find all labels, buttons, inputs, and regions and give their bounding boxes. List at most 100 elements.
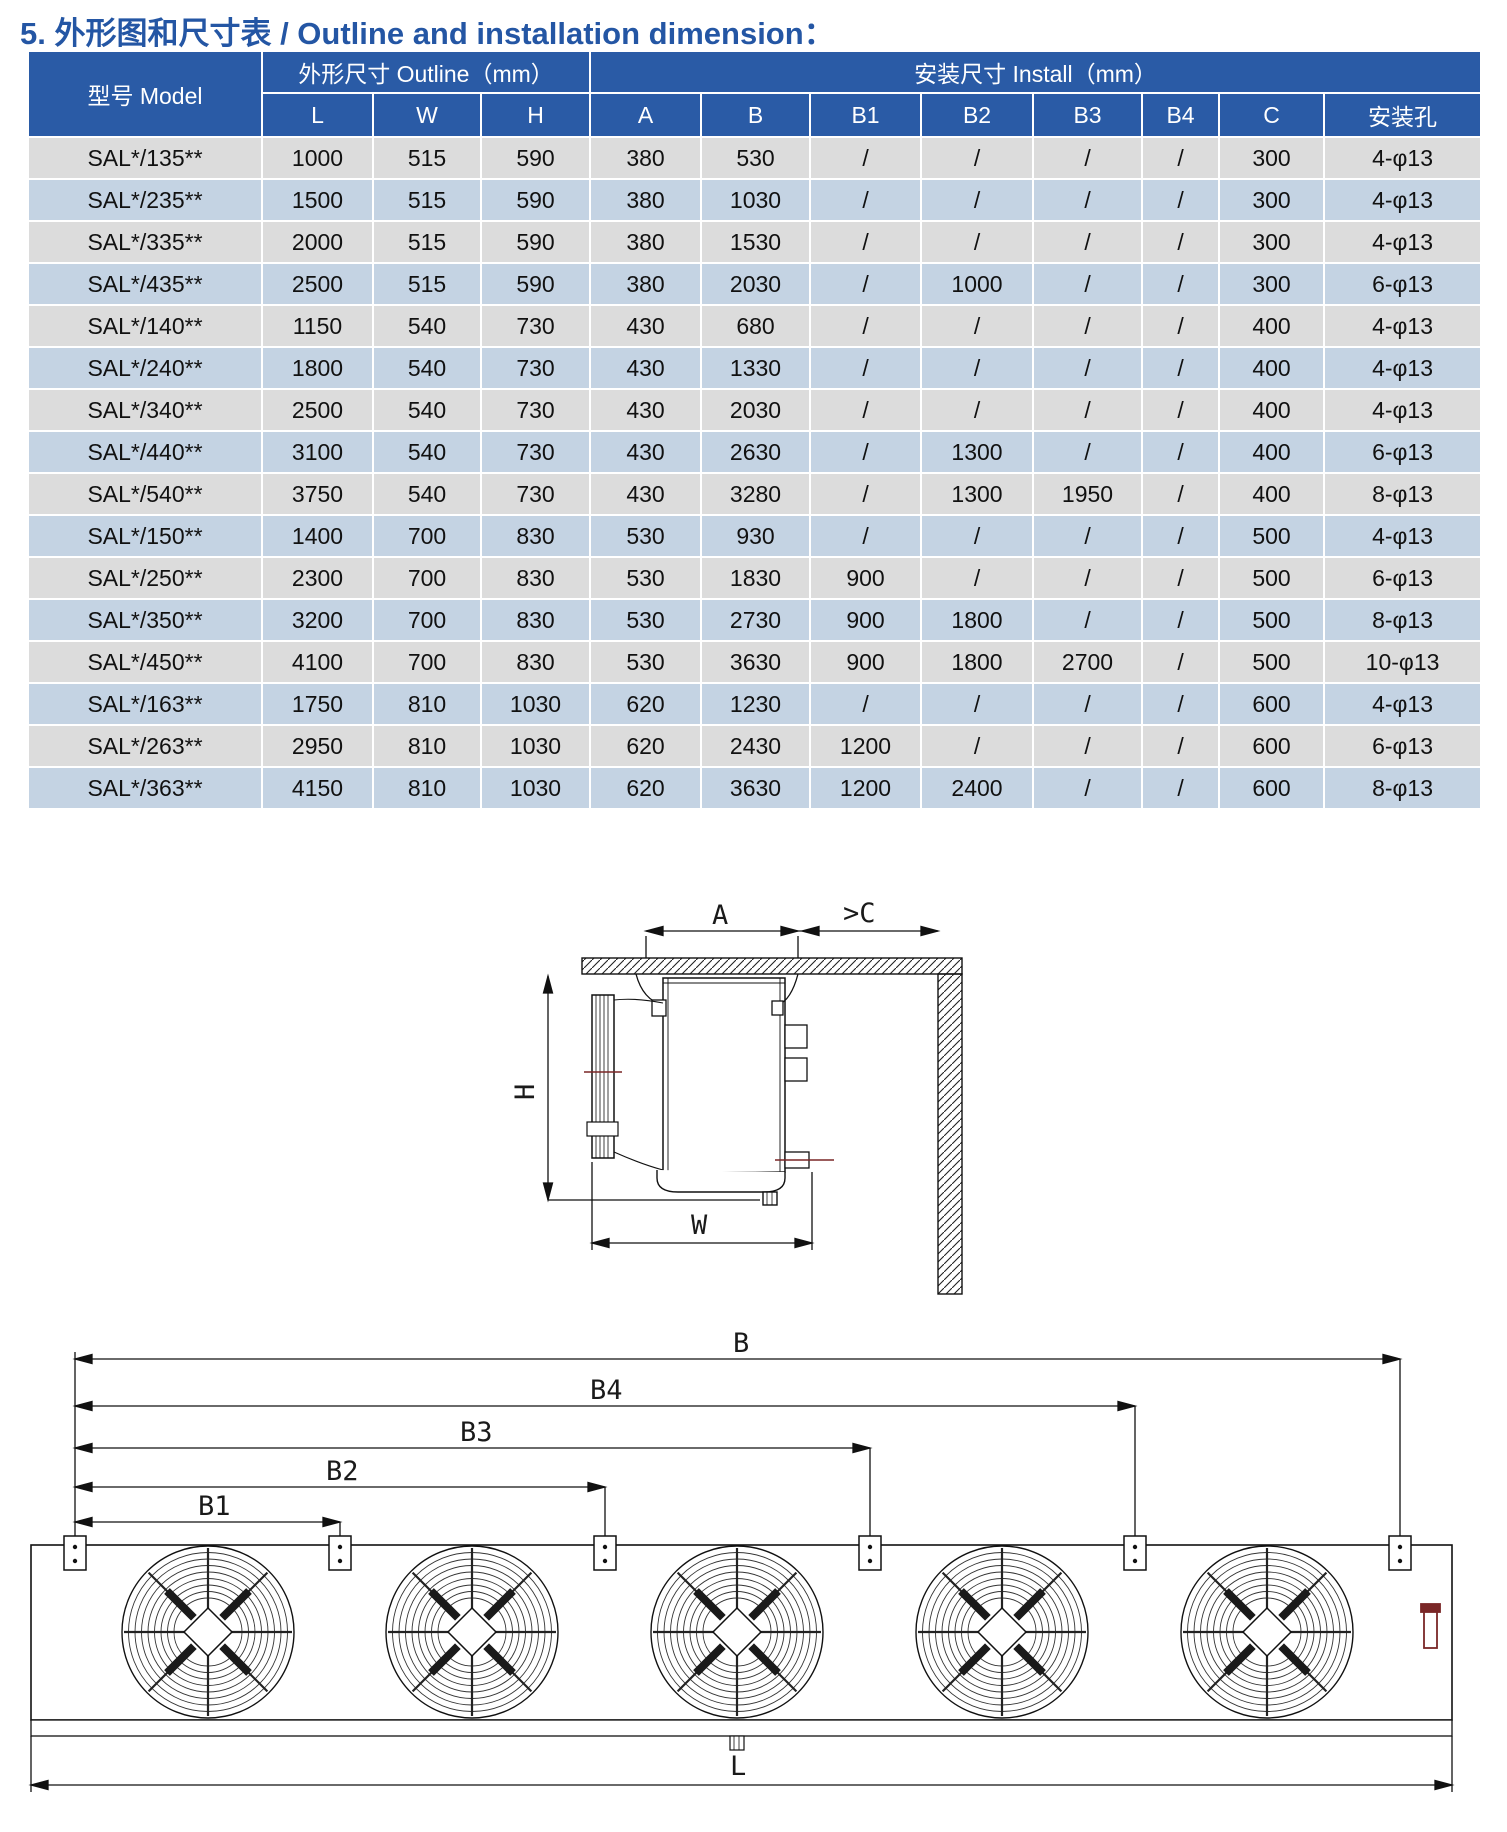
value-cell: 730 bbox=[482, 432, 590, 472]
value-cell: 540 bbox=[374, 306, 480, 346]
table-row: SAL*/250** 2300 700 830 530 1830 900///500 6-φ1… bbox=[29, 558, 1481, 598]
model-cell: SAL*/250** bbox=[29, 558, 261, 598]
model-cell: SAL*/263** bbox=[29, 726, 261, 766]
value-cell: / bbox=[811, 306, 921, 346]
model-cell: SAL*/440** bbox=[29, 432, 261, 472]
col-header-B2: B2 bbox=[922, 94, 1033, 136]
value-cell: 3100 bbox=[263, 432, 372, 472]
value-cell: 4-φ13 bbox=[1325, 516, 1481, 556]
value-cell: 3200 bbox=[263, 600, 372, 640]
value-cell: 830 bbox=[482, 516, 590, 556]
value-cell: 810 bbox=[374, 768, 480, 808]
value-cell: / bbox=[1143, 684, 1219, 724]
value-cell: / bbox=[1034, 432, 1142, 472]
value-cell: / bbox=[1034, 264, 1142, 304]
value-cell: / bbox=[1034, 348, 1142, 388]
value-cell: 2500 bbox=[263, 390, 372, 430]
value-cell: 600 bbox=[1220, 726, 1324, 766]
value-cell: / bbox=[1034, 726, 1142, 766]
value-cell: 1330 bbox=[702, 348, 810, 388]
model-cell: SAL*/163** bbox=[29, 684, 261, 724]
value-cell: 430 bbox=[591, 474, 701, 514]
value-cell: 2300 bbox=[263, 558, 372, 598]
col-header-W: W bbox=[374, 94, 480, 136]
col-header-C: C bbox=[1220, 94, 1324, 136]
evaporator-coil bbox=[586, 994, 664, 1171]
value-cell: / bbox=[922, 558, 1033, 598]
model-cell: SAL*/435** bbox=[29, 264, 261, 304]
fan-icon bbox=[650, 1545, 824, 1719]
value-cell: 1000 bbox=[922, 264, 1033, 304]
value-cell: 730 bbox=[482, 348, 590, 388]
drain-valve-icon bbox=[1420, 1603, 1441, 1649]
table-row: SAL*/540** 3750 540 730 430 3280/1300 1950/400… bbox=[29, 474, 1481, 514]
value-cell: 620 bbox=[591, 768, 701, 808]
value-cell: / bbox=[1034, 390, 1142, 430]
value-cell: 300 bbox=[1220, 138, 1324, 178]
dim-W bbox=[589, 1162, 815, 1250]
value-cell: 530 bbox=[591, 516, 701, 556]
drip-tray bbox=[656, 1170, 786, 1206]
table-row: SAL*/335** 2000 515 590 380 1530// //300 4-φ13 bbox=[29, 222, 1481, 262]
value-cell: 1300 bbox=[922, 432, 1033, 472]
front-view-drawing: B B4 B3 B2 B1 L bbox=[28, 1330, 1455, 1792]
mounting-bracket bbox=[63, 1535, 87, 1571]
value-cell: 1200 bbox=[811, 726, 921, 766]
dimension-table: 型号 Model 外形尺寸 Outline（mm） 安装尺寸 Install（m… bbox=[27, 50, 1482, 810]
value-cell: / bbox=[922, 516, 1033, 556]
value-cell: 4-φ13 bbox=[1325, 306, 1481, 346]
value-cell: 500 bbox=[1220, 642, 1324, 682]
mounting-bracket bbox=[328, 1535, 352, 1571]
hanging-brackets bbox=[635, 973, 799, 1017]
value-cell: 3280 bbox=[702, 474, 810, 514]
table-row: SAL*/240** 1800 540 730 430 1330// //400 4-φ13 bbox=[29, 348, 1481, 388]
value-cell: 515 bbox=[374, 138, 480, 178]
value-cell: 4-φ13 bbox=[1325, 390, 1481, 430]
model-cell: SAL*/340** bbox=[29, 390, 261, 430]
bottom-drain bbox=[729, 1735, 745, 1751]
value-cell: 1500 bbox=[263, 180, 372, 220]
value-cell: 1530 bbox=[702, 222, 810, 262]
col-header-mounting-hole: 安装孔 bbox=[1325, 94, 1481, 136]
side-view-drawing: A >C H bbox=[510, 898, 963, 1295]
value-cell: / bbox=[1034, 768, 1142, 808]
value-cell: 500 bbox=[1220, 558, 1324, 598]
dim-B-label: B bbox=[733, 1330, 749, 1359]
col-group-outline: 外形尺寸 Outline（mm） bbox=[263, 52, 590, 92]
value-cell: 8-φ13 bbox=[1325, 474, 1481, 514]
value-cell: 830 bbox=[482, 600, 590, 640]
value-cell: 1800 bbox=[922, 600, 1033, 640]
value-cell: 590 bbox=[482, 180, 590, 220]
value-cell: / bbox=[811, 516, 921, 556]
value-cell: 1800 bbox=[922, 642, 1033, 682]
value-cell: 730 bbox=[482, 390, 590, 430]
value-cell: 4-φ13 bbox=[1325, 348, 1481, 388]
value-cell: 1750 bbox=[263, 684, 372, 724]
value-cell: 1200 bbox=[811, 768, 921, 808]
value-cell: / bbox=[922, 306, 1033, 346]
value-cell: 2630 bbox=[702, 432, 810, 472]
table-row: SAL*/435** 2500 515 590 380 2030/1000//300 6-φ… bbox=[29, 264, 1481, 304]
unit-bottom-strip bbox=[30, 1719, 1453, 1737]
value-cell: 430 bbox=[591, 432, 701, 472]
value-cell: 830 bbox=[482, 558, 590, 598]
value-cell: 4-φ13 bbox=[1325, 180, 1481, 220]
col-header-B1: B1 bbox=[811, 94, 921, 136]
value-cell: / bbox=[1034, 516, 1142, 556]
value-cell: 6-φ13 bbox=[1325, 432, 1481, 472]
fan-icon bbox=[121, 1545, 295, 1719]
value-cell: / bbox=[811, 684, 921, 724]
value-cell: 430 bbox=[591, 348, 701, 388]
value-cell: 2400 bbox=[922, 768, 1033, 808]
value-cell: 2700 bbox=[1034, 642, 1142, 682]
value-cell: 8-φ13 bbox=[1325, 768, 1481, 808]
value-cell: 6-φ13 bbox=[1325, 726, 1481, 766]
value-cell: 900 bbox=[811, 600, 921, 640]
value-cell: / bbox=[1034, 600, 1142, 640]
table-row: SAL*/150** 1400 700 830 530 930// //500 4-φ13 bbox=[29, 516, 1481, 556]
model-cell: SAL*/363** bbox=[29, 768, 261, 808]
value-cell: / bbox=[1143, 264, 1219, 304]
value-cell: / bbox=[811, 390, 921, 430]
col-header-A: A bbox=[591, 94, 701, 136]
value-cell: 1230 bbox=[702, 684, 810, 724]
